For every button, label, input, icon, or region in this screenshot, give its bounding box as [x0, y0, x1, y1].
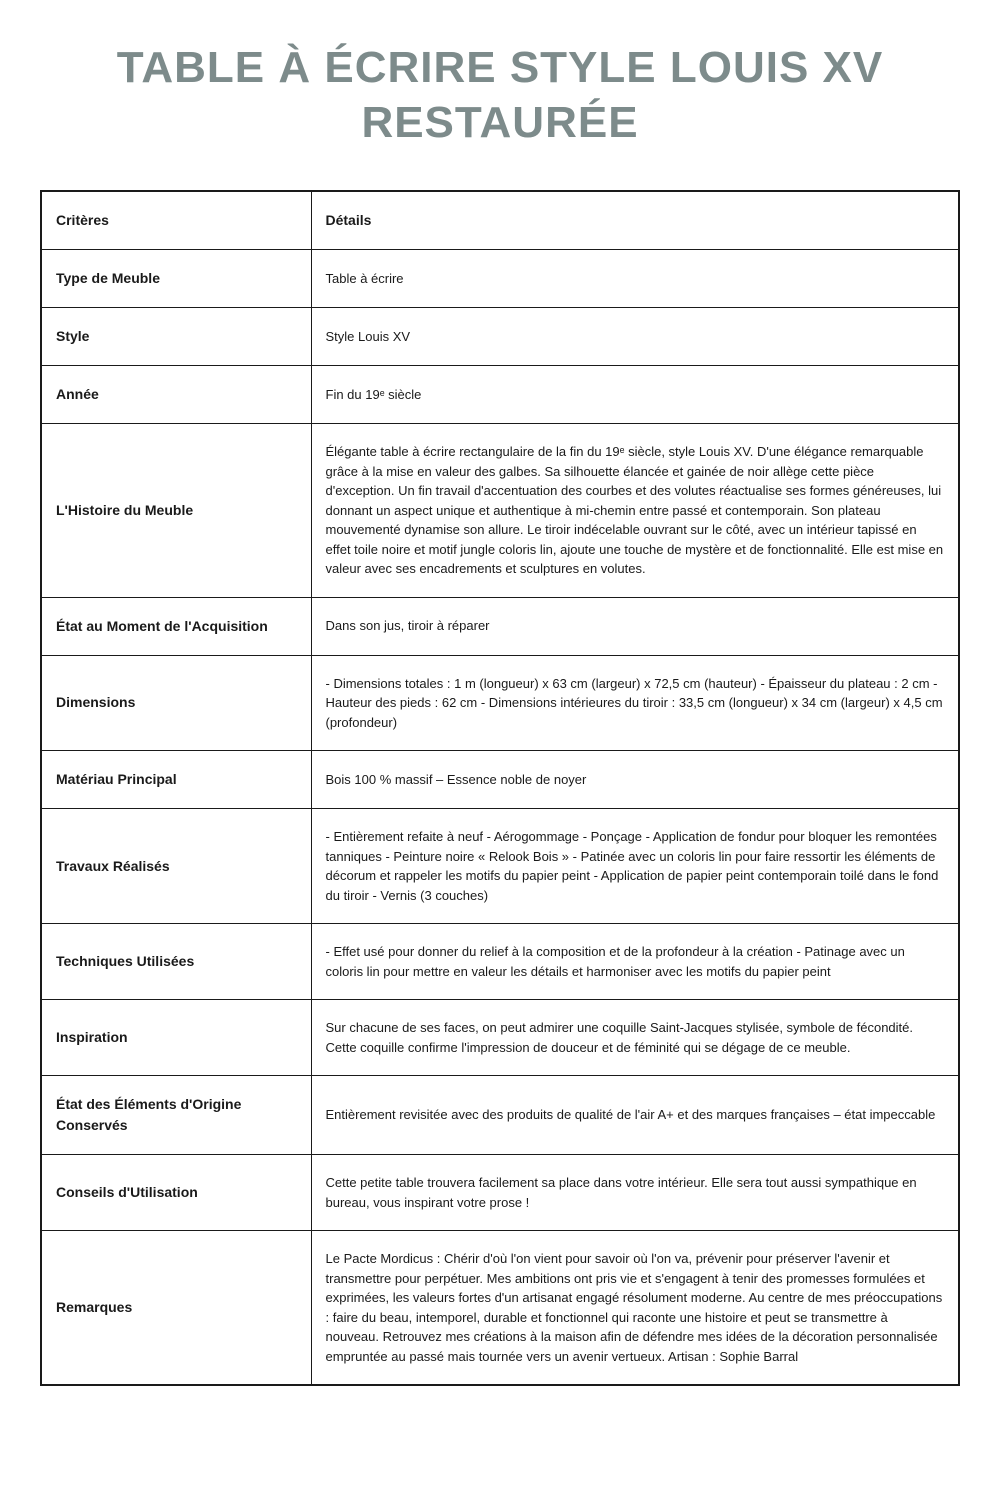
row-value: - Dimensions totales : 1 m (longueur) x … [311, 655, 959, 751]
row-label: Inspiration [41, 1000, 311, 1076]
row-value: Cette petite table trouvera facilement s… [311, 1155, 959, 1231]
row-value: Fin du 19ᵉ siècle [311, 366, 959, 424]
table-row: Matériau Principal Bois 100 % massif – E… [41, 751, 959, 809]
row-label: Style [41, 308, 311, 366]
table-row: Style Style Louis XV [41, 308, 959, 366]
table-row: Conseils d'Utilisation Cette petite tabl… [41, 1155, 959, 1231]
row-label: L'Histoire du Meuble [41, 424, 311, 598]
header-details: Détails [311, 191, 959, 250]
table-header-row: Critères Détails [41, 191, 959, 250]
table-row: État au Moment de l'Acquisition Dans son… [41, 597, 959, 655]
row-label: État des Éléments d'Origine Conservés [41, 1076, 311, 1155]
row-label: Matériau Principal [41, 751, 311, 809]
header-criteres: Critères [41, 191, 311, 250]
table-row: Année Fin du 19ᵉ siècle [41, 366, 959, 424]
row-value: Élégante table à écrire rectangulaire de… [311, 424, 959, 598]
page-title: TABLE À ÉCRIRE STYLE LOUIS XV RESTAURÉE [40, 40, 960, 150]
row-value: Style Louis XV [311, 308, 959, 366]
row-label: État au Moment de l'Acquisition [41, 597, 311, 655]
row-label: Conseils d'Utilisation [41, 1155, 311, 1231]
table-row: Type de Meuble Table à écrire [41, 250, 959, 308]
row-label: Dimensions [41, 655, 311, 751]
row-label: Type de Meuble [41, 250, 311, 308]
row-label: Remarques [41, 1231, 311, 1386]
page: TABLE À ÉCRIRE STYLE LOUIS XV RESTAURÉE … [0, 0, 1000, 1446]
table-row: Dimensions - Dimensions totales : 1 m (l… [41, 655, 959, 751]
table-row: Inspiration Sur chacune de ses faces, on… [41, 1000, 959, 1076]
row-value: Table à écrire [311, 250, 959, 308]
row-value: - Entièrement refaite à neuf - Aérogomma… [311, 809, 959, 924]
row-value: - Effet usé pour donner du relief à la c… [311, 924, 959, 1000]
row-value: Le Pacte Mordicus : Chérir d'où l'on vie… [311, 1231, 959, 1386]
table-row: État des Éléments d'Origine Conservés En… [41, 1076, 959, 1155]
row-label: Travaux Réalisés [41, 809, 311, 924]
spec-table: Critères Détails Type de Meuble Table à … [40, 190, 960, 1386]
row-label: Année [41, 366, 311, 424]
row-label: Techniques Utilisées [41, 924, 311, 1000]
table-row: Travaux Réalisés - Entièrement refaite à… [41, 809, 959, 924]
row-value: Sur chacune de ses faces, on peut admire… [311, 1000, 959, 1076]
row-value: Entièrement revisitée avec des produits … [311, 1076, 959, 1155]
table-row: Remarques Le Pacte Mordicus : Chérir d'o… [41, 1231, 959, 1386]
row-value: Bois 100 % massif – Essence noble de noy… [311, 751, 959, 809]
table-row: L'Histoire du Meuble Élégante table à éc… [41, 424, 959, 598]
row-value: Dans son jus, tiroir à réparer [311, 597, 959, 655]
table-row: Techniques Utilisées - Effet usé pour do… [41, 924, 959, 1000]
